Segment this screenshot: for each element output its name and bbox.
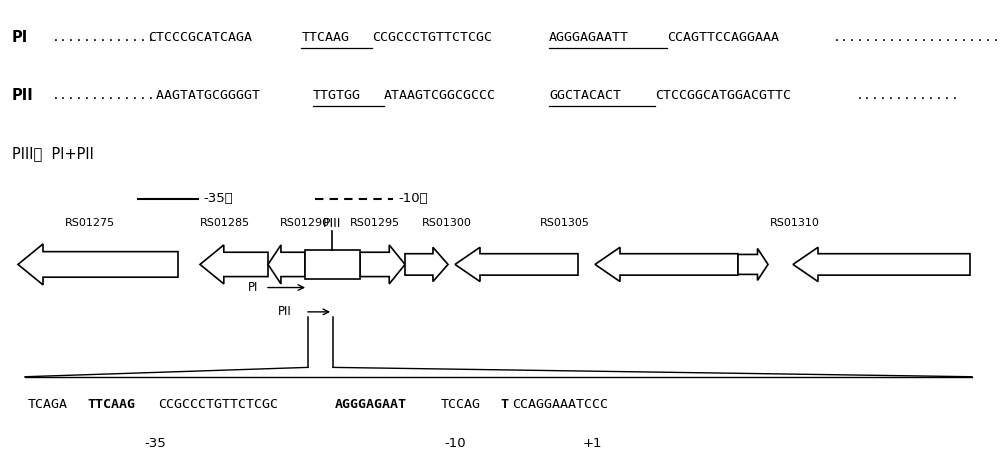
Polygon shape <box>360 245 405 284</box>
Polygon shape <box>595 247 738 282</box>
Text: CCAGTTCCAGGAAA: CCAGTTCCAGGAAA <box>667 31 779 44</box>
Text: PII: PII <box>278 306 292 318</box>
Polygon shape <box>793 247 970 282</box>
Polygon shape <box>200 245 268 284</box>
Bar <box>305 250 360 278</box>
Text: .........................: ......................... <box>832 31 1000 44</box>
Text: RS01305: RS01305 <box>540 218 590 228</box>
Text: RS01295: RS01295 <box>350 218 400 228</box>
Text: RS01300: RS01300 <box>422 218 472 228</box>
Polygon shape <box>18 244 178 285</box>
Polygon shape <box>738 249 768 280</box>
Text: CTCCCGCATCAGA: CTCCCGCATCAGA <box>148 31 252 44</box>
Text: -35区: -35区 <box>203 192 233 205</box>
Text: .............: ............. <box>52 89 156 102</box>
Text: CCGCCCTGTTCTCGC: CCGCCCTGTTCTCGC <box>372 31 492 44</box>
Text: TTGTGG: TTGTGG <box>313 89 361 102</box>
Text: RS01310: RS01310 <box>770 218 820 228</box>
Text: CCGCCCTGTTCTCGC: CCGCCCTGTTCTCGC <box>158 398 278 411</box>
Text: .............: ............. <box>52 31 156 44</box>
Text: +1: +1 <box>582 437 602 450</box>
Text: ATAAGTCGGCGCCC: ATAAGTCGGCGCCC <box>384 89 496 102</box>
Text: TCAGA: TCAGA <box>28 398 68 411</box>
Text: GGCTACACT: GGCTACACT <box>549 89 621 102</box>
Text: PIII：  PI+PII: PIII： PI+PII <box>12 146 94 161</box>
Text: CTCCGGCATGGACGTTC: CTCCGGCATGGACGTTC <box>655 89 791 102</box>
Text: PIII: PIII <box>323 217 341 230</box>
Text: RS01285: RS01285 <box>200 218 250 228</box>
Text: CCAGGAAATCCC: CCAGGAAATCCC <box>512 398 608 411</box>
Text: TTCAAG: TTCAAG <box>87 398 135 411</box>
Text: -10区: -10区 <box>398 192 428 205</box>
Polygon shape <box>455 247 578 282</box>
Text: RS01290: RS01290 <box>280 218 330 228</box>
Text: PI: PI <box>248 281 258 294</box>
Text: -10: -10 <box>444 437 466 450</box>
Text: AAGTATGCGGGGT: AAGTATGCGGGGT <box>148 89 260 102</box>
Polygon shape <box>268 245 305 284</box>
Text: TTCAAG: TTCAAG <box>301 31 349 44</box>
Text: RS01275: RS01275 <box>65 218 115 228</box>
Text: .............: ............. <box>856 89 960 102</box>
Text: T: T <box>500 398 508 411</box>
Polygon shape <box>405 247 448 282</box>
Text: -35: -35 <box>144 437 166 450</box>
Text: TCCAG: TCCAG <box>441 398 481 411</box>
Text: AGGGAGAAT: AGGGAGAAT <box>335 398 407 411</box>
Text: PII: PII <box>12 88 34 103</box>
Text: PI: PI <box>12 30 28 45</box>
Text: AGGGAGAATT: AGGGAGAATT <box>549 31 629 44</box>
